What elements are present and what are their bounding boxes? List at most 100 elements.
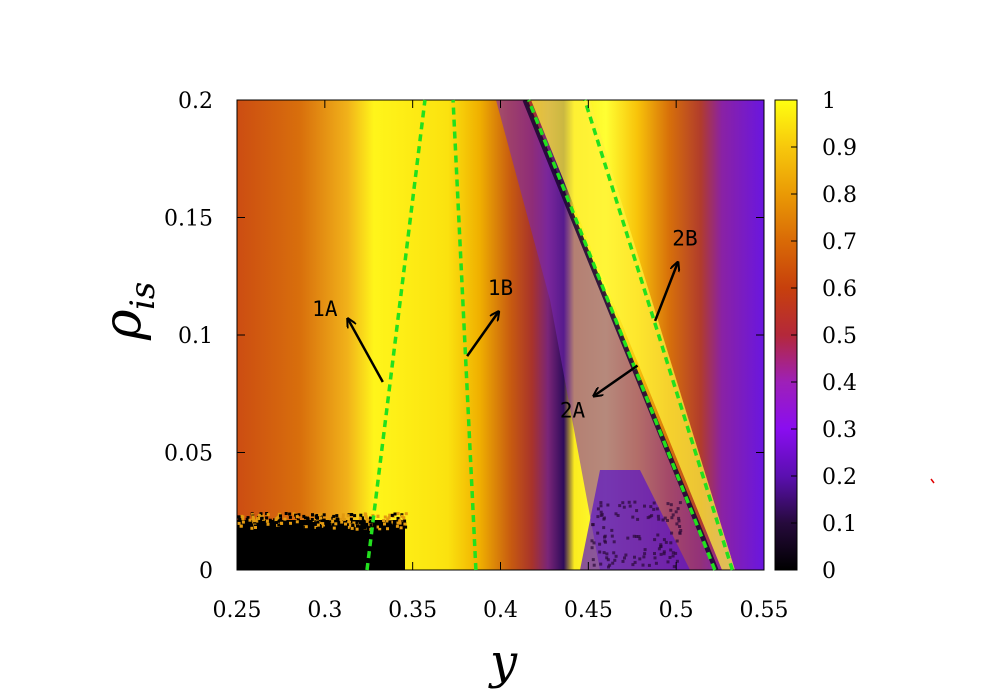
- speckle: [641, 563, 645, 567]
- speckle: [265, 524, 269, 528]
- speckle: [319, 521, 323, 524]
- speckle: [663, 516, 667, 520]
- speckle: [319, 516, 322, 520]
- speckle: [648, 515, 652, 519]
- speckle: [662, 552, 666, 556]
- speckle: [389, 523, 393, 527]
- speckle: [666, 502, 670, 506]
- speckle: [280, 521, 284, 525]
- speckle: [341, 513, 345, 517]
- speckle: [643, 552, 647, 556]
- speckle: [315, 527, 319, 531]
- speckle: [348, 523, 352, 527]
- speckle: [393, 512, 397, 516]
- speckle: [265, 519, 269, 523]
- boundary-line-4: [583, 99, 735, 571]
- speckle: [608, 563, 612, 567]
- speckle: [668, 556, 672, 559]
- speckle: [275, 521, 279, 524]
- speckle: [395, 524, 399, 528]
- speckle: [628, 504, 632, 508]
- speckle: [302, 514, 306, 518]
- speckle: [652, 501, 656, 505]
- speckle: [627, 500, 631, 504]
- speckle: [632, 534, 636, 538]
- speckle: [400, 514, 404, 518]
- speckle: [278, 517, 282, 520]
- annotation-1B: 1B: [488, 276, 513, 300]
- speckle: [596, 507, 600, 511]
- speckle: [671, 513, 675, 517]
- speckle: [671, 554, 675, 558]
- speckle: [258, 517, 262, 521]
- speckle: [611, 561, 615, 565]
- speckle: [656, 514, 660, 518]
- speckle: [403, 519, 407, 523]
- y-tick-label: 0.15: [164, 207, 213, 232]
- colorbar-tick-label: 0.6: [822, 277, 857, 302]
- speckle: [344, 522, 347, 526]
- speckle: [340, 520, 344, 524]
- colorbar-tick-label: 0.2: [822, 465, 857, 490]
- speckle: [590, 546, 594, 550]
- speckle: [358, 521, 362, 525]
- speckle: [624, 553, 628, 557]
- speckle: [261, 514, 265, 518]
- colorbar-tick-label: 0.7: [822, 230, 857, 255]
- speckle: [670, 531, 674, 535]
- speckle: [347, 525, 351, 529]
- speckle: [633, 500, 637, 504]
- x-tick-label: 0.5: [659, 598, 694, 623]
- speckle: [626, 536, 630, 540]
- speckle: [614, 512, 618, 516]
- speckle: [364, 513, 367, 517]
- colorbar: 0 0.1 0.2 0.3 0.4 0.5 0.6 0.7 0.8 0.9 1: [774, 89, 857, 584]
- speckle: [671, 551, 675, 555]
- x-tick-label: 0.4: [483, 598, 518, 623]
- speckle: [383, 515, 387, 519]
- x-tick-label: 0.35: [388, 598, 437, 623]
- x-tick-label: 0.3: [307, 598, 342, 623]
- speckle: [306, 518, 310, 522]
- speckle: [265, 516, 269, 520]
- speckle: [599, 562, 603, 566]
- colorbar-tick-label: 0.3: [822, 418, 857, 443]
- speckle: [283, 517, 287, 521]
- speckle: [294, 513, 298, 517]
- speckle: [631, 515, 635, 519]
- speckle: [320, 519, 324, 523]
- speckle: [306, 522, 310, 526]
- speckle: [647, 563, 651, 567]
- noise-speckles: [237, 500, 683, 569]
- speckle: [361, 520, 365, 524]
- speckle: [672, 565, 676, 569]
- colorbar-tick-label: 0: [822, 559, 836, 584]
- speckle: [618, 504, 622, 508]
- speckle: [252, 517, 255, 521]
- speckle: [365, 524, 369, 528]
- speckle: [237, 521, 241, 525]
- speckle: [666, 560, 670, 564]
- speckle: [268, 518, 272, 522]
- speckle: [606, 503, 610, 507]
- speckle: [369, 523, 373, 527]
- annotations: 1A 1B 2A 2B: [312, 227, 697, 423]
- speckle: [621, 501, 625, 505]
- speckle: [255, 519, 259, 523]
- speckle: [612, 540, 616, 544]
- speckle: [331, 523, 335, 527]
- speckle: [659, 552, 663, 556]
- speckle: [670, 516, 674, 520]
- speckle: [341, 516, 345, 520]
- speckle: [393, 522, 397, 526]
- speckle: [598, 550, 602, 554]
- speckle: [606, 558, 610, 562]
- speckle: [328, 522, 332, 526]
- colorbar-ticks: 0 0.1 0.2 0.3 0.4 0.5 0.6 0.7 0.8 0.9 1: [791, 89, 857, 584]
- speckle: [612, 551, 616, 555]
- arrow-2B: [653, 262, 678, 322]
- speckle: [365, 517, 369, 521]
- speckle: [323, 526, 327, 530]
- speckle: [326, 520, 330, 524]
- speckle: [622, 505, 626, 509]
